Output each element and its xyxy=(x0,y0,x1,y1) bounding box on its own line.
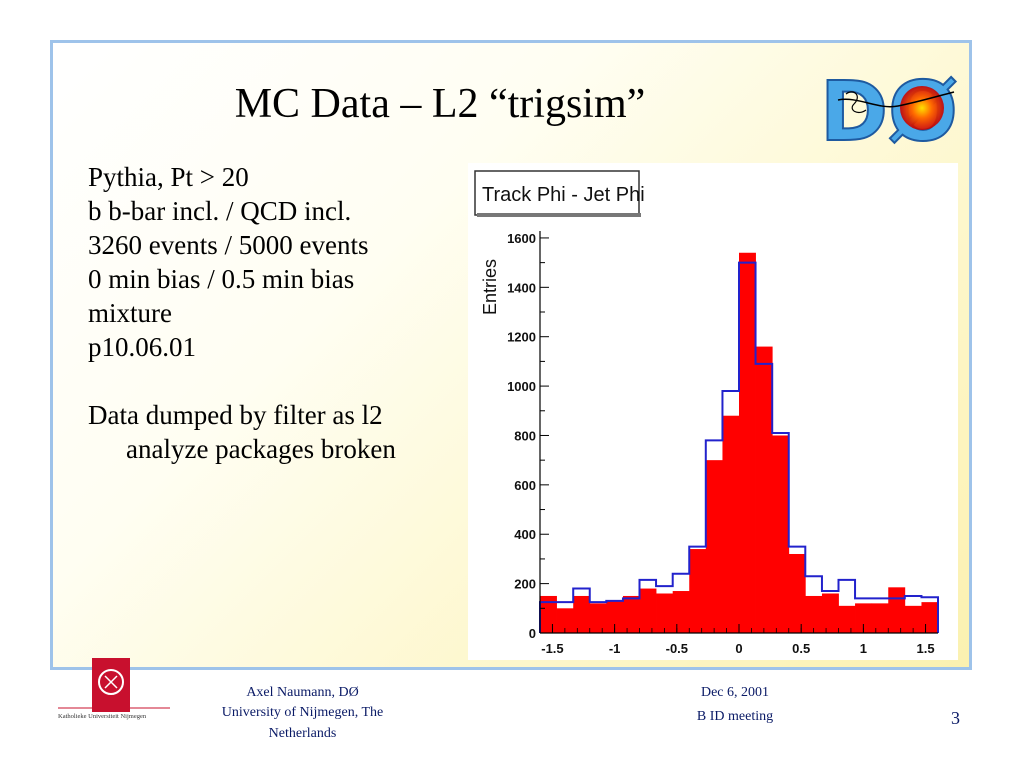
bullet-line: p10.06.01 xyxy=(88,332,196,363)
footer-author-line: Netherlands xyxy=(268,725,337,741)
chart-title: Track Phi - Jet Phi xyxy=(482,184,645,206)
y-tick-label: 0 xyxy=(529,626,536,641)
histogram-chart: Track Phi - Jet Phi Entries 0 200 400 600 80… xyxy=(468,163,958,660)
bullet-line: b b-bar incl. / QCD incl. xyxy=(88,196,352,227)
y-tick-label: 800 xyxy=(514,428,536,443)
histogram-bar xyxy=(689,549,707,633)
histogram-bar xyxy=(556,608,574,633)
x-tick-label: -0.5 xyxy=(666,641,688,656)
histogram-bar xyxy=(573,595,591,633)
histogram-bar xyxy=(722,415,740,633)
y-tick-label: 600 xyxy=(514,478,536,493)
histogram-bar xyxy=(755,346,773,633)
x-tick-label: 1 xyxy=(860,641,867,656)
x-tick-label: 0.5 xyxy=(792,641,810,656)
histogram-bar xyxy=(921,602,939,633)
footer-meeting: Dec 6, 2001 B ID meeting xyxy=(670,683,800,728)
x-tick-label: -1 xyxy=(609,641,621,656)
dzero-logo: DØ xyxy=(819,66,958,152)
university-logo: Katholieke Universiteit Nijmegen xyxy=(58,658,170,720)
y-tick-label: 1000 xyxy=(507,379,536,394)
histogram-bar xyxy=(838,605,856,633)
y-axis-label: Entries xyxy=(480,259,500,315)
y-tick-label: 400 xyxy=(514,527,536,542)
footer-author: Axel Naumann, DØ University of Nijmegen,… xyxy=(195,683,410,744)
footer-author-line: Axel Naumann, DØ xyxy=(246,685,359,700)
histogram-bar xyxy=(888,587,906,633)
histogram-bar xyxy=(622,595,640,633)
university-name: Katholieke Universiteit Nijmegen xyxy=(58,713,147,720)
footer-author-line: University of Nijmegen, The xyxy=(221,705,384,721)
slide-body: Pythia, Pt > 20 b b-bar incl. / QCD incl… xyxy=(88,160,468,466)
histogram-bar xyxy=(540,595,557,633)
footer-meeting-name: B ID meeting xyxy=(696,709,774,725)
y-tick-label: 1400 xyxy=(507,280,536,295)
histogram-bar xyxy=(672,591,690,633)
y-tick-label: 1600 xyxy=(507,231,536,246)
y-tick-label: 1200 xyxy=(507,330,536,345)
histogram-bar xyxy=(705,460,723,633)
bullet-line: Pythia, Pt > 20 xyxy=(88,162,249,192)
histogram-bar xyxy=(904,605,922,633)
histogram-bar xyxy=(871,603,889,633)
histogram-outline xyxy=(539,261,939,633)
slide-title: MC Data – L2 “trigsim” xyxy=(234,81,646,127)
histogram-bar xyxy=(739,252,756,633)
x-tick-label: 1.5 xyxy=(917,641,935,656)
x-tick-label: 0 xyxy=(735,641,742,656)
note-line-indented: analyze packages broken xyxy=(126,434,396,465)
note-line: Data dumped by filter as l2 xyxy=(88,400,383,431)
histogram-bar xyxy=(639,588,657,633)
histogram-bar xyxy=(855,603,873,633)
page-number: 3 xyxy=(951,708,960,728)
histogram-bar xyxy=(788,553,806,633)
bullet-line: 0 min bias / 0.5 min bias xyxy=(88,264,355,295)
histogram-bar xyxy=(606,600,624,633)
x-tick-label: -1.5 xyxy=(541,641,563,656)
histogram-bar xyxy=(805,595,823,633)
bullet-line: mixture xyxy=(88,298,172,329)
y-tick-label: 200 xyxy=(514,577,536,592)
histogram-bar xyxy=(589,603,607,633)
histogram-bar xyxy=(656,593,674,633)
histogram-bar xyxy=(821,593,839,633)
footer-date: Dec 6, 2001 xyxy=(700,685,770,700)
bullet-line: 3260 events / 5000 events xyxy=(88,230,369,261)
histogram-bar xyxy=(772,435,790,633)
